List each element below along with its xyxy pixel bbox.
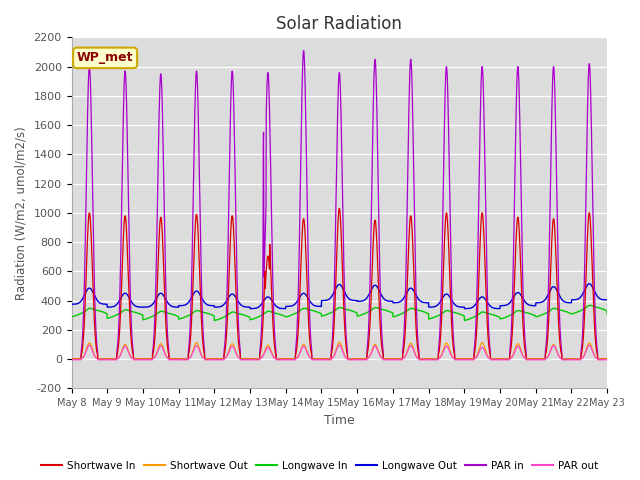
Y-axis label: Radiation (W/m2, umol/m2/s): Radiation (W/m2, umol/m2/s) xyxy=(15,126,28,300)
Legend: Shortwave In, Shortwave Out, Longwave In, Longwave Out, PAR in, PAR out: Shortwave In, Shortwave Out, Longwave In… xyxy=(37,456,603,475)
Text: WP_met: WP_met xyxy=(77,51,133,64)
Title: Solar Radiation: Solar Radiation xyxy=(276,15,403,33)
X-axis label: Time: Time xyxy=(324,414,355,427)
